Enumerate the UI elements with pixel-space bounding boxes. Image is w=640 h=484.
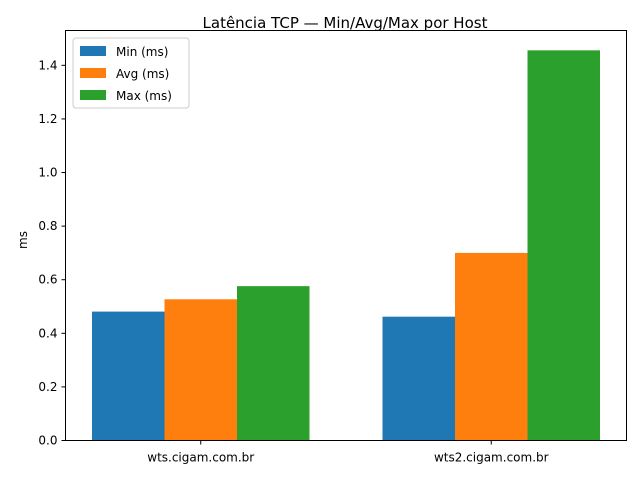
y-tick-label: 1.4 — [38, 58, 57, 72]
y-tick-label: 0.4 — [38, 326, 57, 340]
y-axis-label: ms — [16, 231, 30, 249]
y-tick-label: 1.0 — [38, 166, 57, 180]
legend-swatch — [80, 46, 106, 56]
y-tick-label: 0.6 — [38, 273, 57, 287]
y-tick-label: 1.2 — [38, 112, 57, 126]
bar-max-ms-0 — [237, 286, 310, 441]
legend-label: Avg (ms) — [116, 67, 169, 81]
bars-layer — [92, 50, 600, 441]
bar-min-ms-0 — [92, 311, 165, 441]
x-tick-label: wts.cigam.com.br — [147, 451, 254, 465]
x-tick-label: wts2.cigam.com.br — [434, 451, 549, 465]
bar-max-ms-1 — [527, 50, 600, 441]
legend-swatch — [80, 90, 106, 100]
plot-area-frame — [65, 30, 627, 441]
y-tick-label: 0.8 — [38, 219, 57, 233]
y-tick-label: 0.2 — [38, 380, 57, 394]
legend-label: Min (ms) — [116, 45, 168, 59]
bar-avg-ms-0 — [164, 299, 237, 441]
bar-avg-ms-1 — [455, 252, 528, 441]
ticks-layer: 0.0 0.2 0.4 0.6 0.8 1.0 1.2 1.4 wts.cigam.com.br… — [38, 58, 548, 464]
legend: Min (ms) Avg (ms) Max (ms) — [72, 37, 190, 109]
legend-label: Max (ms) — [116, 89, 172, 103]
y-tick-label: 0.0 — [38, 434, 57, 448]
bar-min-ms-1 — [382, 316, 455, 441]
chart-title: Latência TCP — Min/Avg/Max por Host — [203, 14, 488, 32]
legend-swatch — [80, 68, 106, 78]
